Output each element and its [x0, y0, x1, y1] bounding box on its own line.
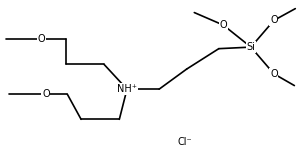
- Text: Si: Si: [246, 42, 256, 52]
- Text: O: O: [42, 89, 50, 99]
- Text: O: O: [270, 69, 278, 79]
- Text: O: O: [270, 15, 278, 25]
- Text: Cl⁻: Cl⁻: [178, 137, 192, 147]
- Text: O: O: [220, 20, 227, 30]
- Text: NH⁺: NH⁺: [117, 84, 137, 94]
- Text: O: O: [38, 34, 45, 44]
